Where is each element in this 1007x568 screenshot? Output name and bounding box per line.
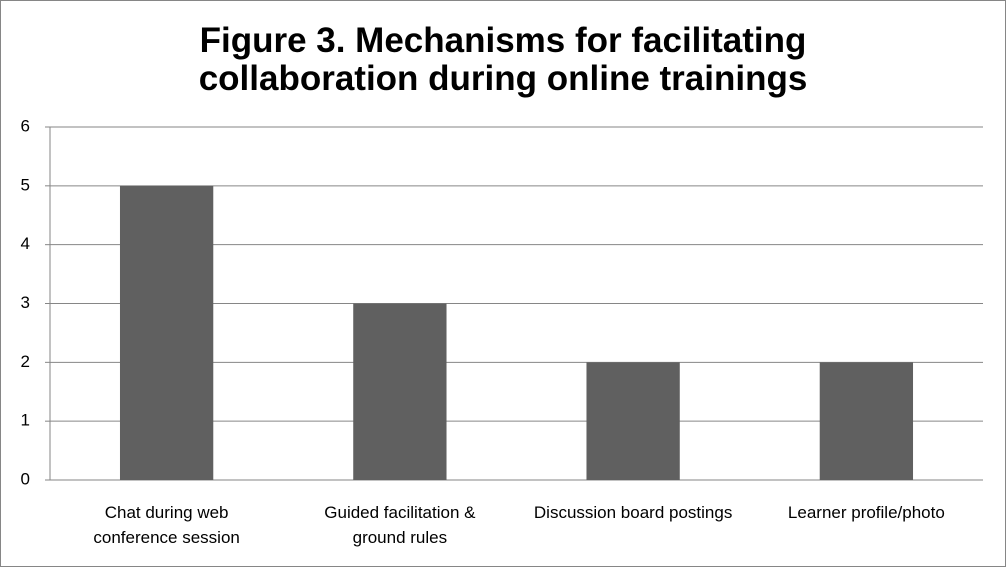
bar [119,185,214,481]
x-tick-label: Discussion board postings [533,503,733,522]
chart-title: Figure 3. Mechanisms for facilitating co… [198,21,808,98]
y-tick-label: 1 [21,411,30,430]
x-tick-label: Guided facilitation & ground rules [324,503,476,547]
x-tick-label: Learner profile/photo [787,503,945,522]
x-tick-label: Chat during web conference session [93,503,240,547]
bar [586,362,680,480]
y-tick-label: 0 [21,469,30,488]
y-tick-label: 2 [21,352,30,371]
y-tick-label: 3 [21,293,30,312]
y-tick-label: 4 [21,234,30,253]
y-tick-label: 6 [21,116,30,135]
bar [353,303,447,480]
y-tick-label: 5 [21,175,30,194]
bar [819,362,914,480]
